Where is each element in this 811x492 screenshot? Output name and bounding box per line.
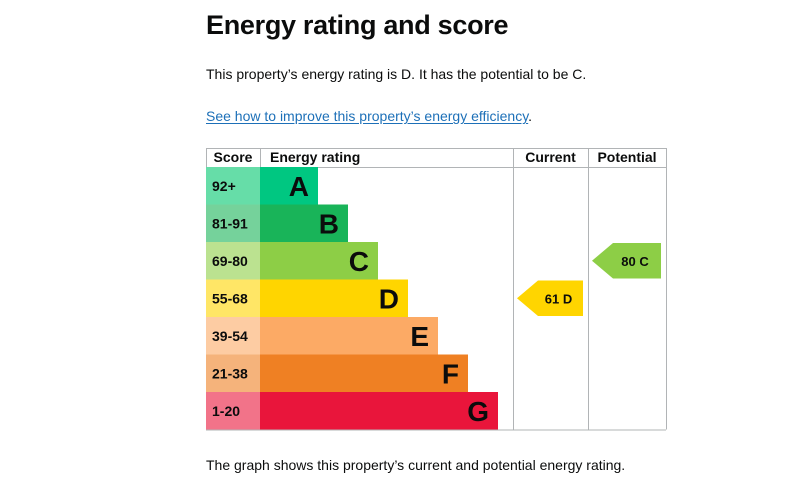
- rating-letter-e: E: [410, 321, 429, 352]
- score-range-a: 92+: [212, 178, 236, 194]
- rating-letter-a: A: [289, 171, 309, 202]
- chart-caption: The graph shows this property’s current …: [206, 457, 626, 473]
- rating-letter-c: C: [349, 246, 369, 277]
- header-current: Current: [525, 149, 576, 165]
- rating-letter-g: G: [467, 396, 489, 427]
- score-range-f: 21-38: [212, 365, 248, 381]
- link-suffix: .: [528, 108, 533, 124]
- rating-bar-f: [260, 354, 468, 392]
- header-energy-rating: Energy rating: [270, 149, 360, 165]
- score-cell-c: [206, 242, 260, 280]
- rating-letter-f: F: [442, 358, 459, 389]
- potential-rating-label: 80 C: [621, 254, 649, 269]
- current-rating-label: 61 D: [545, 291, 572, 306]
- improve-link-line: See how to improve this property’s energ…: [206, 108, 532, 124]
- score-cell-b: [206, 204, 260, 242]
- rating-bar-e: [260, 317, 438, 355]
- rating-bar-a: [260, 167, 318, 205]
- rating-bar-c: [260, 242, 378, 280]
- page-title: Energy rating and score: [206, 10, 509, 40]
- rating-summary: This property’s energy rating is D. It h…: [206, 66, 587, 82]
- improve-efficiency-link[interactable]: See how to improve this property’s energ…: [206, 108, 529, 124]
- score-range-b: 81-91: [212, 215, 248, 231]
- score-range-d: 55-68: [212, 290, 248, 306]
- score-cell-e: [206, 317, 260, 355]
- rating-letter-b: B: [319, 208, 339, 239]
- rating-bar-b: [260, 204, 348, 242]
- rating-letter-d: D: [379, 283, 399, 314]
- header-score: Score: [214, 149, 253, 165]
- rating-bar-g: [260, 392, 498, 430]
- score-cell-f: [206, 354, 260, 392]
- score-cell-a: [206, 167, 260, 205]
- potential-rating-arrow: [592, 243, 661, 279]
- score-cell-d: [206, 279, 260, 317]
- score-cell-g: [206, 392, 260, 430]
- score-range-g: 1-20: [212, 403, 240, 419]
- current-rating-arrow: [517, 280, 583, 316]
- header-potential: Potential: [597, 149, 656, 165]
- rating-bar-d: [260, 279, 408, 317]
- score-range-c: 69-80: [212, 253, 248, 269]
- score-range-e: 39-54: [212, 328, 248, 344]
